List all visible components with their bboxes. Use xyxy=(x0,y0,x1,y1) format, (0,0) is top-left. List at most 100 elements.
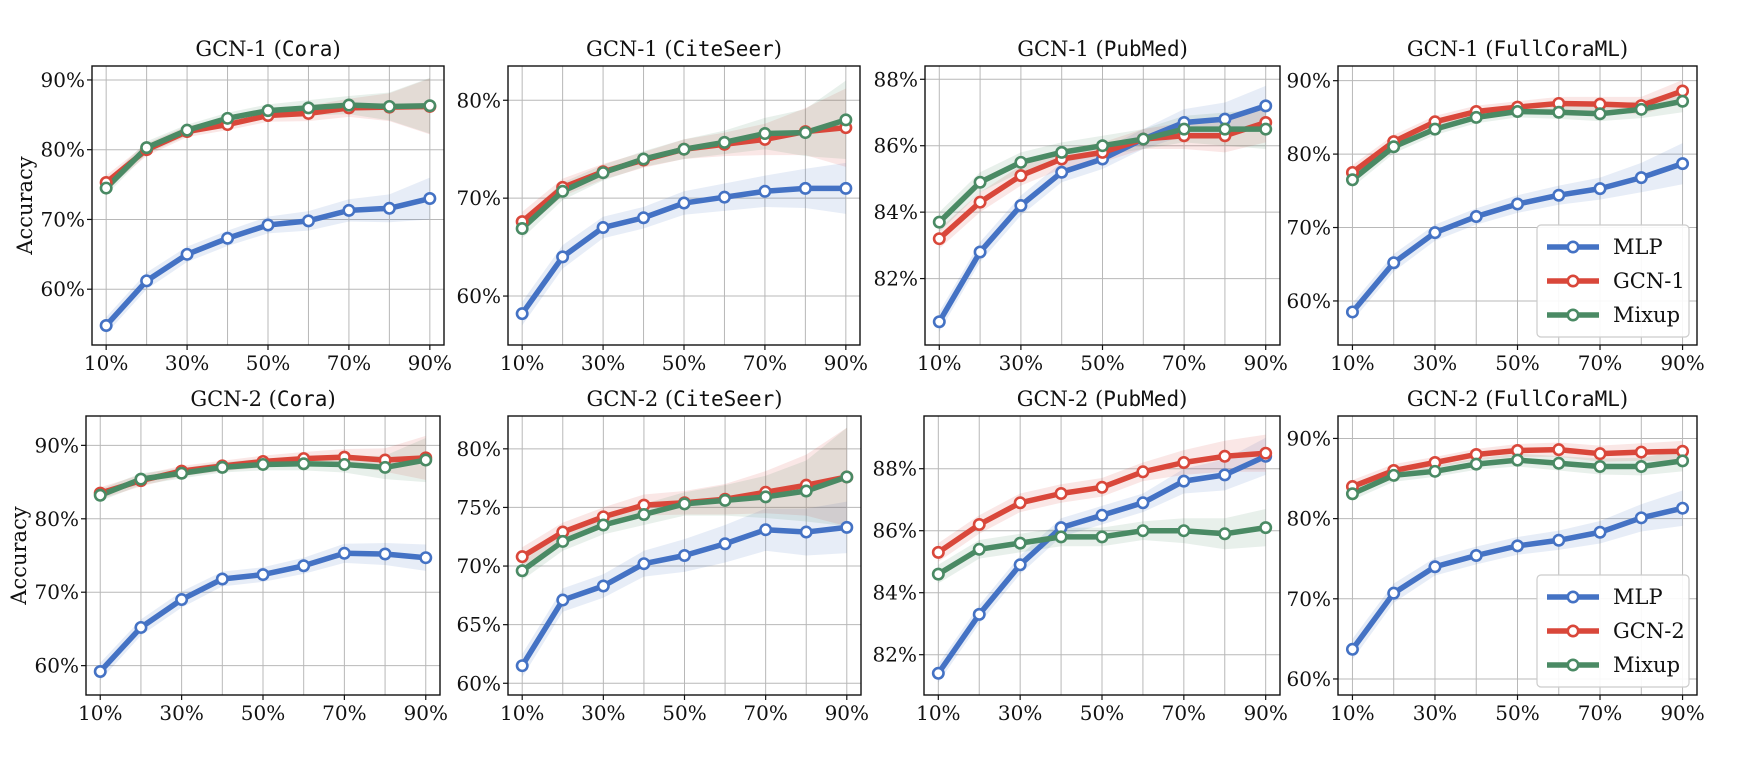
data-point-mixup xyxy=(1218,122,1232,136)
data-point-gcn xyxy=(1054,486,1068,500)
y-tick-label: 80% xyxy=(1287,142,1331,166)
x-tick-label: 10% xyxy=(500,701,544,725)
data-point-mlp xyxy=(221,231,235,245)
data-point-mixup xyxy=(256,457,270,471)
data-point-mixup xyxy=(1676,454,1690,468)
subplot-2: 10% 30% 50% 70% 90% 60% 70% 80% GCN-1 (CiteSeer) xyxy=(457,37,869,375)
data-point-mixup xyxy=(1676,94,1690,108)
data-point-mlp xyxy=(134,620,148,634)
x-tick-label: 30% xyxy=(1413,701,1457,725)
x-tick-label: 50% xyxy=(241,701,285,725)
data-point-mixup xyxy=(175,466,189,480)
title-dataset: PubMed xyxy=(1103,387,1179,411)
data-point-mixup xyxy=(1511,453,1525,467)
data-point-mlp xyxy=(419,551,433,565)
data-point-mlp xyxy=(1676,157,1690,171)
title-close: ) xyxy=(327,387,335,411)
data-point-mixup xyxy=(1136,524,1150,538)
data-point-mlp xyxy=(1136,496,1150,510)
y-tick-label: 75% xyxy=(457,495,501,519)
x-tick-label: 70% xyxy=(743,701,787,725)
data-point-mixup xyxy=(1593,107,1607,121)
title-close: ) xyxy=(774,37,782,61)
subplot-8: 10% 30% 50% 70% 90% 60% 70% 80% 90% GCN-2 (FullCo… xyxy=(1287,387,1705,725)
data-point-mlp xyxy=(1345,305,1359,319)
data-point-mixup xyxy=(1177,524,1191,538)
confidence-band-mixup xyxy=(522,80,846,239)
data-point-mlp xyxy=(1676,501,1690,515)
y-tick-label: 60% xyxy=(1287,289,1331,313)
data-point-mixup xyxy=(972,542,986,556)
data-point-mlp xyxy=(931,666,945,680)
x-tick-label: 70% xyxy=(1162,701,1206,725)
x-tick-label: 50% xyxy=(1080,351,1124,375)
data-point-mlp xyxy=(717,190,731,204)
data-point-gcn xyxy=(932,232,946,246)
data-point-mixup xyxy=(261,104,275,118)
data-point-mlp xyxy=(1095,508,1109,522)
title-close: ) xyxy=(1620,37,1628,61)
data-point-mixup xyxy=(1095,530,1109,544)
subplot-title: GCN-2 (FullCoraML) xyxy=(1407,387,1628,411)
data-point-gcn xyxy=(972,517,986,531)
data-point-mixup xyxy=(596,518,610,532)
legend: MLP GCN-2 Mixup xyxy=(1536,574,1690,688)
data-point-mlp xyxy=(973,245,987,259)
data-point-mixup xyxy=(717,135,731,149)
title-model: GCN-2 ( xyxy=(1407,387,1494,411)
x-tick-label: 30% xyxy=(998,701,1042,725)
subplot-title: GCN-1 (FullCoraML) xyxy=(1407,37,1628,61)
data-point-mlp xyxy=(1218,468,1232,482)
subplot-title: GCN-1 (PubMed) xyxy=(1017,37,1188,61)
legend-marker-gcn xyxy=(1566,624,1580,638)
y-tick-label: 90% xyxy=(1287,426,1331,450)
data-point-mlp xyxy=(1469,210,1483,224)
title-close: ) xyxy=(1179,387,1187,411)
title-close: ) xyxy=(1180,37,1188,61)
data-point-mlp xyxy=(140,274,154,288)
y-tick-label: 88% xyxy=(874,67,918,91)
data-point-mixup xyxy=(840,470,854,484)
legend-marker-mlp xyxy=(1566,240,1580,254)
data-point-mixup xyxy=(1136,132,1150,146)
y-tick-label: 60% xyxy=(457,671,501,695)
y-tick-label: 60% xyxy=(457,284,501,308)
data-point-mlp xyxy=(1345,642,1359,656)
title-dataset: FullCoraML xyxy=(1493,387,1619,411)
data-point-mlp xyxy=(799,525,813,539)
title-dataset: CiteSeer xyxy=(673,387,774,411)
x-tick-label: 90% xyxy=(1243,701,1287,725)
y-tick-label: 60% xyxy=(35,654,79,678)
data-point-mixup xyxy=(556,534,570,548)
title-dataset: FullCoraML xyxy=(1493,37,1619,61)
data-point-mlp xyxy=(342,203,356,217)
y-tick-label: 80% xyxy=(457,88,501,112)
x-tick-label: 10% xyxy=(917,351,961,375)
data-point-mlp xyxy=(515,307,529,321)
data-point-mixup xyxy=(1634,460,1648,474)
data-point-mixup xyxy=(342,98,356,112)
x-tick-label: 30% xyxy=(581,701,625,725)
x-tick-label: 90% xyxy=(1243,351,1287,375)
x-tick-label: 90% xyxy=(1660,701,1704,725)
data-point-mlp xyxy=(1428,560,1442,574)
legend: MLP GCN-1 Mixup xyxy=(1536,224,1690,338)
data-point-mixup xyxy=(337,457,351,471)
x-tick-label: 50% xyxy=(662,351,706,375)
title-model: GCN-1 ( xyxy=(1407,37,1494,61)
subplot-3: 10% 30% 50% 70% 90% 82% 84% 86% 88% GCN-1 (PubMed… xyxy=(874,37,1288,375)
legend-marker-gcn xyxy=(1566,274,1580,288)
data-point-mlp xyxy=(1511,539,1525,553)
data-point-mixup xyxy=(297,457,311,471)
legend-label-gcn: GCN-1 xyxy=(1613,269,1685,293)
data-point-mixup xyxy=(1013,536,1027,550)
data-point-gcn xyxy=(1259,446,1273,460)
data-point-mixup xyxy=(1634,102,1648,116)
data-point-mlp xyxy=(1552,533,1566,547)
data-point-mixup xyxy=(677,497,691,511)
data-point-mlp xyxy=(637,557,651,571)
data-point-mixup xyxy=(93,488,107,502)
y-tick-label: 70% xyxy=(457,554,501,578)
data-point-gcn xyxy=(1676,84,1690,98)
